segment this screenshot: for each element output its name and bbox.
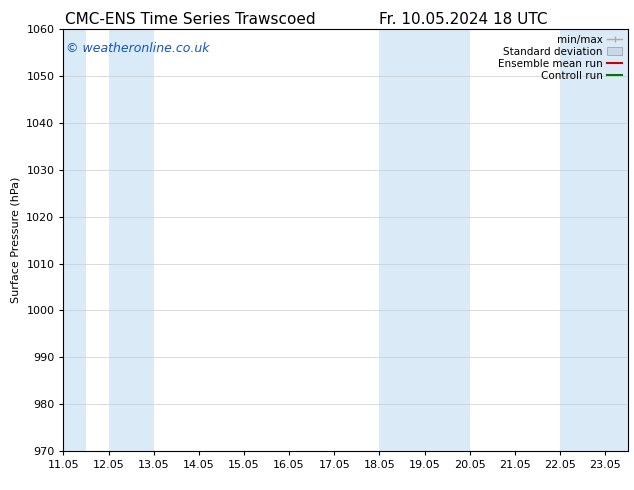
- Bar: [63, 29, 86, 451]
- Bar: [560, 29, 628, 451]
- Bar: [379, 29, 470, 451]
- Text: Fr. 10.05.2024 18 UTC: Fr. 10.05.2024 18 UTC: [378, 12, 547, 27]
- Text: CMC-ENS Time Series Trawscoed: CMC-ENS Time Series Trawscoed: [65, 12, 316, 27]
- Legend: min/max, Standard deviation, Ensemble mean run, Controll run: min/max, Standard deviation, Ensemble me…: [495, 31, 626, 84]
- Text: © weatheronline.co.uk: © weatheronline.co.uk: [66, 42, 210, 55]
- Y-axis label: Surface Pressure (hPa): Surface Pressure (hPa): [11, 177, 21, 303]
- Bar: [108, 29, 153, 451]
